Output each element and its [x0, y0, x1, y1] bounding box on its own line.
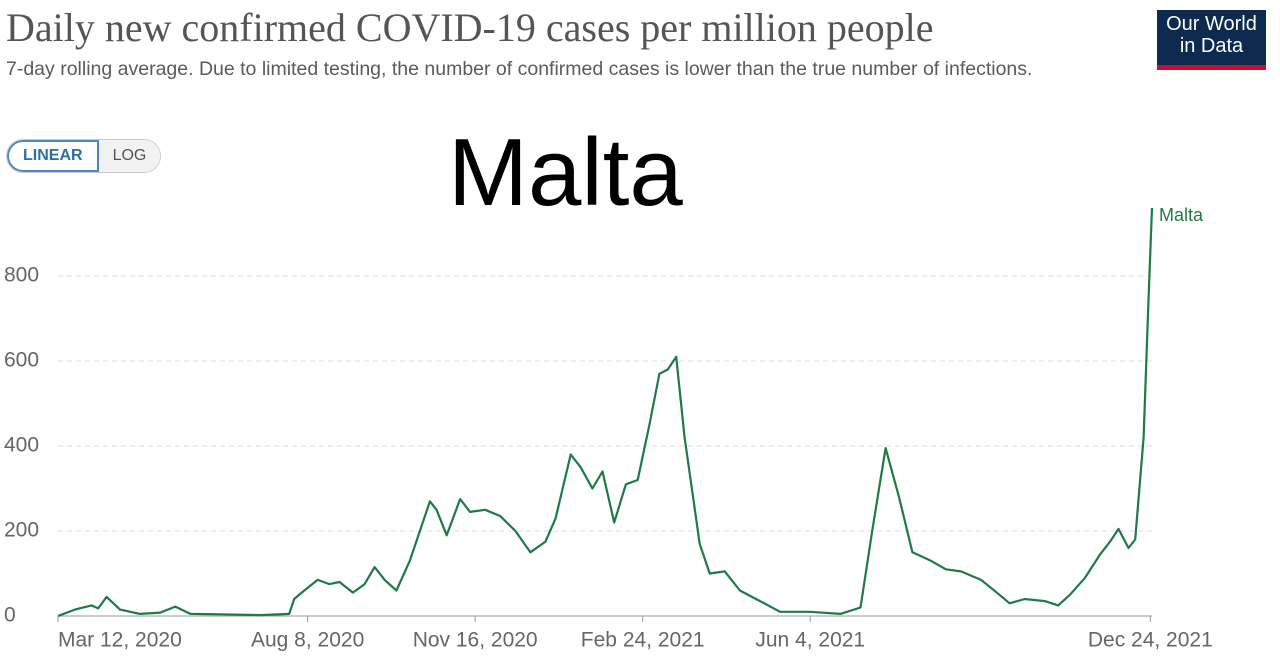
series-label: Malta — [1159, 205, 1204, 225]
logo-text: Our World — [1166, 13, 1257, 35]
y-tick-label: 0 — [4, 604, 16, 627]
line — [57, 207, 1154, 618]
x-tick-label: Aug 8, 2020 — [251, 629, 364, 652]
log-button[interactable]: LOG — [98, 140, 161, 172]
scale-toggle: LINEAR LOG — [6, 139, 162, 173]
y-tick-label: 400 — [4, 434, 39, 457]
y-tick-label: 600 — [4, 349, 39, 372]
logo[interactable]: Our World in Data — [1157, 10, 1266, 70]
x-tick-label: Mar 12, 2020 — [58, 629, 182, 652]
chart-subtitle: 7-day rolling average. Due to limited te… — [6, 58, 1033, 80]
x-tick-label: Feb 24, 2021 — [581, 629, 705, 652]
x-tick-label: Dec 24, 2021 — [1088, 629, 1213, 652]
linear-button[interactable]: LINEAR — [7, 140, 99, 172]
y-tick-label: 200 — [4, 519, 39, 542]
country-overlay: Malta — [448, 119, 683, 226]
chart-title: Daily new confirmed COVID-19 cases per m… — [6, 5, 934, 50]
x-tick-label: Nov 16, 2020 — [413, 629, 538, 652]
y-tick-label: 800 — [4, 264, 39, 287]
x-tick-label: Jun 4, 2021 — [755, 629, 865, 652]
logo-text: in Data — [1179, 35, 1244, 57]
